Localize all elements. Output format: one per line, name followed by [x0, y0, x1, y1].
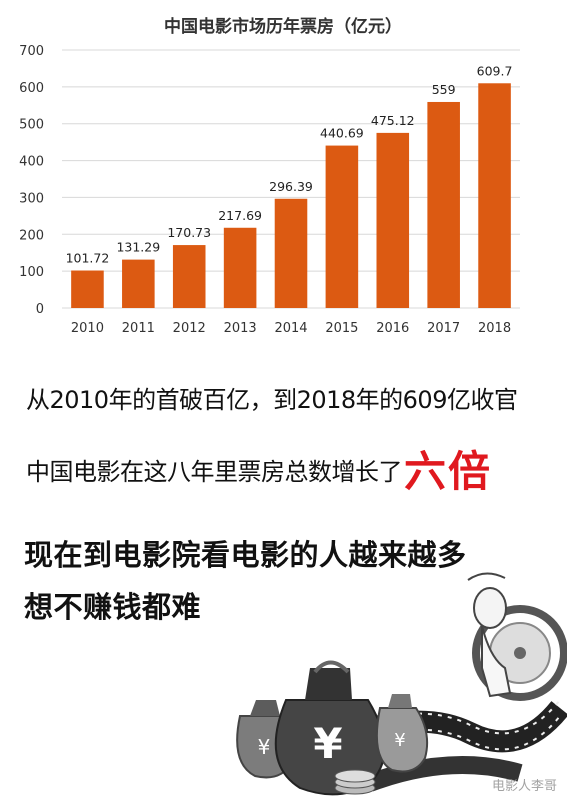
chart-bars [71, 83, 511, 309]
bar-value-labels: 101.72 131.29 170.73 217.69 296.39 440.69 475.… [66, 63, 513, 265]
caption-line-1: 从2010年的首破百亿，到2018年的609亿收官 [26, 386, 518, 414]
x-tick-label: 2018 [478, 321, 511, 336]
y-tick-label: 400 [19, 155, 44, 170]
figure-icon [467, 572, 512, 698]
y-tick-label: 0 [36, 302, 44, 317]
bar-value-label: 131.29 [116, 240, 160, 255]
x-tick-label: 2015 [325, 321, 358, 336]
caption-line-2-text: 中国电影在这八年里票房总数增长了 [26, 458, 403, 486]
x-tick-label: 2013 [224, 321, 257, 336]
bar-2011 [122, 259, 155, 308]
bar-2017 [427, 101, 460, 309]
watermark: 电影人李哥 [491, 779, 557, 794]
headline-line-1: 现在到电影院看电影的人越来越多 [24, 538, 467, 572]
x-tick-label: 2011 [122, 321, 155, 336]
y-tick-label: 500 [19, 118, 44, 133]
chart-title: 中国电影市场历年票房（亿元） [164, 16, 402, 37]
money-bag-symbol-small-left: ¥ [258, 735, 271, 759]
caption-line-2: 中国电影在这八年里票房总数增长了六倍 [26, 438, 492, 499]
y-tick-label: 100 [19, 265, 44, 280]
bar-2016 [376, 132, 410, 308]
x-tick-label: 2010 [71, 321, 104, 336]
y-axis-ticks: 0 100 200 300 400 500 600 700 [19, 44, 44, 317]
bar-value-label: 475.12 [371, 113, 415, 128]
bar-value-label: 101.72 [66, 251, 110, 266]
box-office-bar-chart: 中国电影市场历年票房（亿元） 0 100 200 300 400 500 600 700 10… [19, 16, 520, 336]
x-tick-label: 2016 [376, 321, 409, 336]
bar-value-label: 609.7 [477, 63, 513, 78]
y-tick-label: 600 [19, 81, 44, 96]
bar-value-label: 440.69 [320, 126, 364, 141]
y-tick-label: 200 [19, 228, 44, 243]
headline-line-2: 想不赚钱都难 [24, 590, 202, 624]
money-film-illustration: ¥ ¥ ¥ [236, 572, 567, 796]
bar-2018 [478, 83, 511, 308]
bar-2014 [274, 198, 308, 308]
bar-value-label: 559 [432, 82, 456, 97]
film-reel-icon [472, 605, 567, 701]
bar-2015 [325, 145, 359, 308]
y-tick-label: 700 [19, 44, 44, 59]
money-bag-symbol-large: ¥ [313, 719, 342, 768]
caption-emphasis: 六倍 [404, 447, 493, 496]
x-tick-label: 2012 [173, 321, 206, 336]
y-tick-label: 300 [19, 191, 44, 206]
x-axis-ticks: 2010 2011 2012 2013 2014 2015 2016 2017 2018 [71, 321, 511, 336]
x-tick-label: 2017 [427, 321, 460, 336]
bar-2013 [223, 227, 257, 308]
x-tick-label: 2014 [274, 321, 307, 336]
bar-2010 [71, 270, 104, 308]
bar-value-label: 217.69 [218, 208, 262, 223]
bar-2012 [172, 245, 206, 308]
money-bag-small-right-icon: ¥ [375, 694, 429, 773]
coin-stack-icon [334, 769, 376, 795]
bar-value-label: 296.39 [269, 179, 313, 194]
bar-value-label: 170.73 [167, 225, 211, 240]
money-bag-symbol-small-right: ¥ [394, 730, 405, 751]
